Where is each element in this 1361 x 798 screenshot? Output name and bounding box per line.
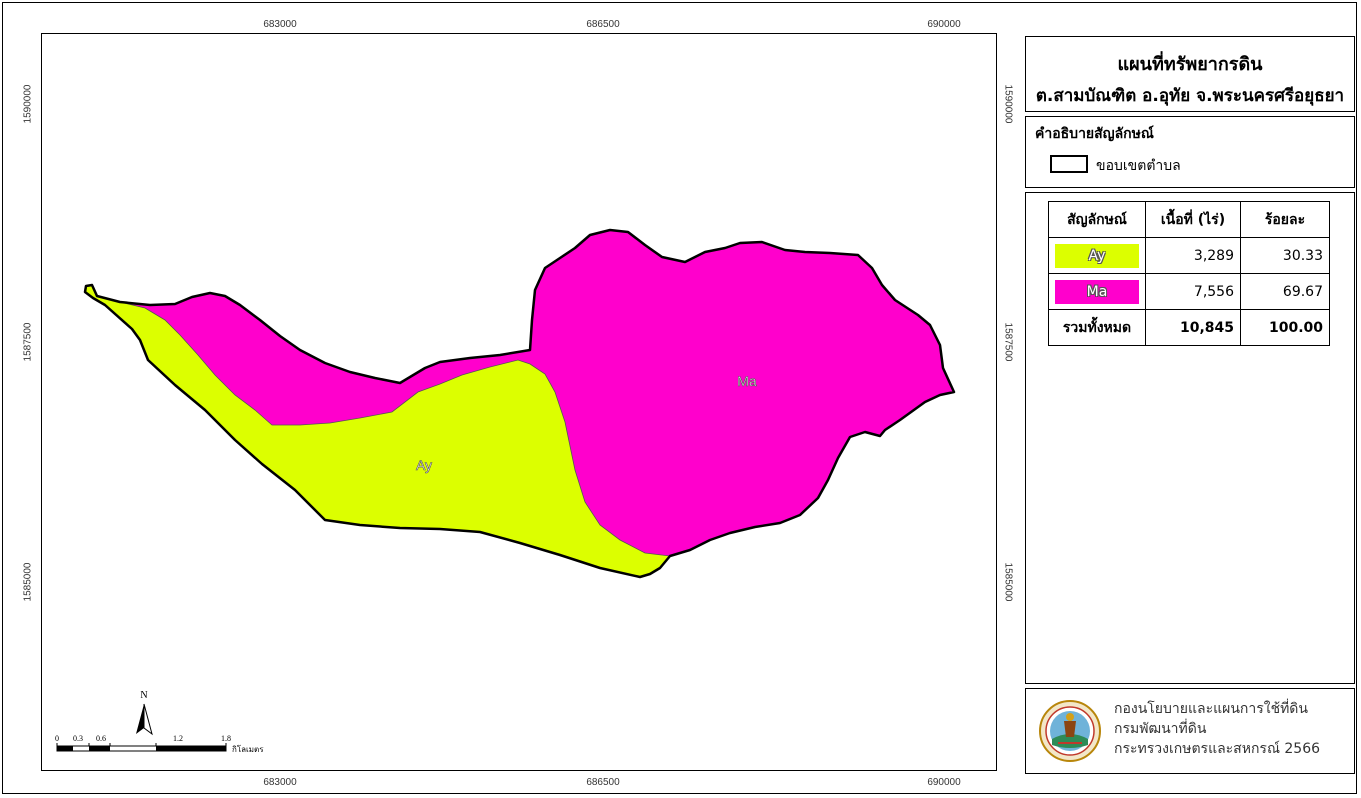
credit-division: กองนโยบายและแผนการใช้ที่ดิน (1114, 701, 1308, 717)
table-row: Ay 3,289 30.33 (1048, 237, 1330, 274)
scale-unit-label: กิโลเมตร (232, 744, 264, 754)
scale-bar: 0 0.3 0.6 1.2 1.8 กิโลเมตร (55, 734, 264, 754)
credit-ministry: กระทรวงเกษตรและสหกรณ์ 2566 (1114, 741, 1321, 757)
x-tick-bottom: 690000 (927, 777, 961, 788)
scale-tick-label: 1.8 (221, 734, 231, 743)
table-total-row: รวมทั้งหมด 10,845 100.00 (1048, 309, 1330, 346)
header-area: เนื้อที่ (ไร่) (1145, 201, 1241, 238)
soil-table-panel: สัญลักษณ์ เนื้อที่ (ไร่) ร้อยละ Ay 3,289… (1025, 192, 1355, 684)
soil-area-table: สัญลักษณ์ เนื้อที่ (ไร่) ร้อยละ Ay 3,289… (1048, 201, 1330, 346)
x-tick-bottom: 686500 (586, 777, 620, 788)
soil-unit-label-ma: Ma (737, 373, 757, 389)
legend-title: คำอธิบายสัญลักษณ์ (1035, 126, 1154, 142)
map-canvas[interactable]: Ma Ay N 0 0.3 0.6 1.2 1.8 กิโลเมตร (0, 0, 1000, 798)
credit-panel: กองนโยบายและแผนการใช้ที่ดิน กรมพัฒนาที่ด… (1025, 688, 1355, 774)
header-percent: ร้อยละ (1240, 201, 1330, 238)
total-area: 10,845 (1145, 309, 1241, 346)
total-percent: 100.00 (1240, 309, 1330, 346)
percent-cell: 30.33 (1240, 237, 1330, 274)
boundary-label: ขอบเขตตำบล (1096, 158, 1181, 174)
scale-tick-label: 0 (55, 734, 59, 743)
soil-unit-label-ay: Ay (416, 457, 432, 473)
title-panel: แผนที่ทรัพยากรดิน ต.สามบัณฑิต อ.อุทัย จ.… (1025, 36, 1355, 112)
credit-department: กรมพัฒนาที่ดิน (1114, 721, 1207, 737)
x-tick-bottom: 683000 (263, 777, 297, 788)
soil-unit-ay-polygon[interactable] (85, 285, 670, 577)
table-row: Ma 7,556 69.67 (1048, 273, 1330, 310)
soil-swatch-ay: Ay (1055, 243, 1139, 268)
x-tick-top: 686500 (586, 19, 620, 30)
soil-swatch-ma: Ma (1055, 279, 1139, 304)
soil-boundary-line (119, 301, 671, 557)
table-header-row: สัญลักษณ์ เนื้อที่ (ไร่) ร้อยละ (1048, 201, 1330, 238)
scale-tick-label: 0.3 (73, 734, 83, 743)
y-tick-right: 1587500 (1002, 322, 1014, 362)
x-tick-top: 683000 (263, 19, 297, 30)
boundary-swatch (1050, 155, 1088, 173)
map-title: แผนที่ทรัพยากรดิน (1117, 54, 1263, 75)
north-arrow-icon: N (136, 690, 153, 736)
total-label: รวมทั้งหมด (1048, 309, 1146, 346)
department-emblem-icon (1039, 700, 1101, 762)
scale-tick-label: 1.2 (173, 734, 183, 743)
y-tick-right: 1590000 (1002, 84, 1014, 124)
scale-tick-label: 0.6 (96, 734, 106, 743)
subdistrict-boundary (83, 228, 956, 579)
map-subtitle: ต.สามบัณฑิต อ.อุทัย จ.พระนครศรีอยุธยา (1035, 86, 1345, 106)
y-tick-right: 1585000 (1002, 562, 1014, 602)
x-tick-top: 690000 (927, 19, 961, 30)
area-cell: 7,556 (1145, 273, 1241, 310)
area-cell: 3,289 (1145, 237, 1241, 274)
percent-cell: 69.67 (1240, 273, 1330, 310)
legend-panel: คำอธิบายสัญลักษณ์ ขอบเขตตำบล (1025, 116, 1355, 188)
header-symbol: สัญลักษณ์ (1048, 201, 1146, 238)
svg-text:N: N (140, 690, 147, 701)
